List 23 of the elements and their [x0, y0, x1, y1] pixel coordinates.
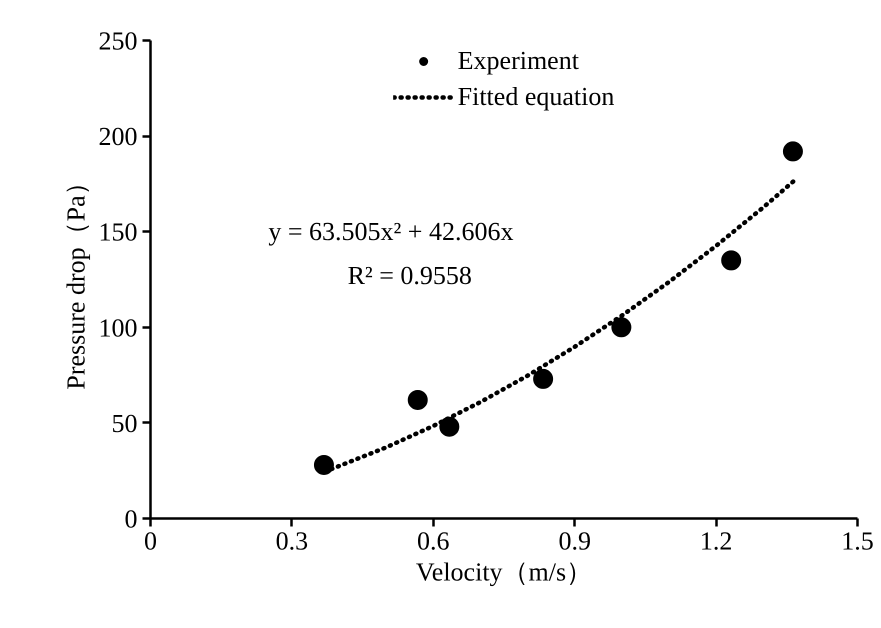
- point: [408, 390, 428, 410]
- x-tick-label: 0.6: [417, 526, 450, 556]
- y-tick-label: 250: [98, 26, 138, 56]
- y-tick-label: 200: [98, 122, 138, 152]
- point: [611, 317, 632, 338]
- x-tick-label: 1.5: [841, 526, 874, 556]
- x-tick-label: 0.9: [558, 526, 591, 556]
- y-tick-label: 50: [112, 408, 138, 438]
- y-tick-label: 100: [98, 313, 138, 342]
- legend-label: Experiment: [458, 45, 579, 77]
- annotation: y = 63.505x² + 42.606x: [268, 217, 514, 246]
- x-tick-label: 0: [144, 526, 157, 556]
- point: [533, 368, 554, 389]
- x-tick-label: 1.2: [700, 526, 732, 556]
- annotation: R² = 0.9558: [348, 261, 472, 290]
- y-tick-label: 0: [124, 504, 138, 534]
- legend-label: Fitted equation: [458, 81, 614, 113]
- point: [782, 141, 803, 162]
- x-axis-title: Velocity（m/s）: [416, 558, 592, 586]
- y-axis-title: Pressure drop（Pa）: [62, 169, 90, 390]
- x-tick-label: 0.3: [276, 526, 308, 556]
- point: [721, 250, 742, 270]
- y-tick-label: 150: [98, 218, 138, 247]
